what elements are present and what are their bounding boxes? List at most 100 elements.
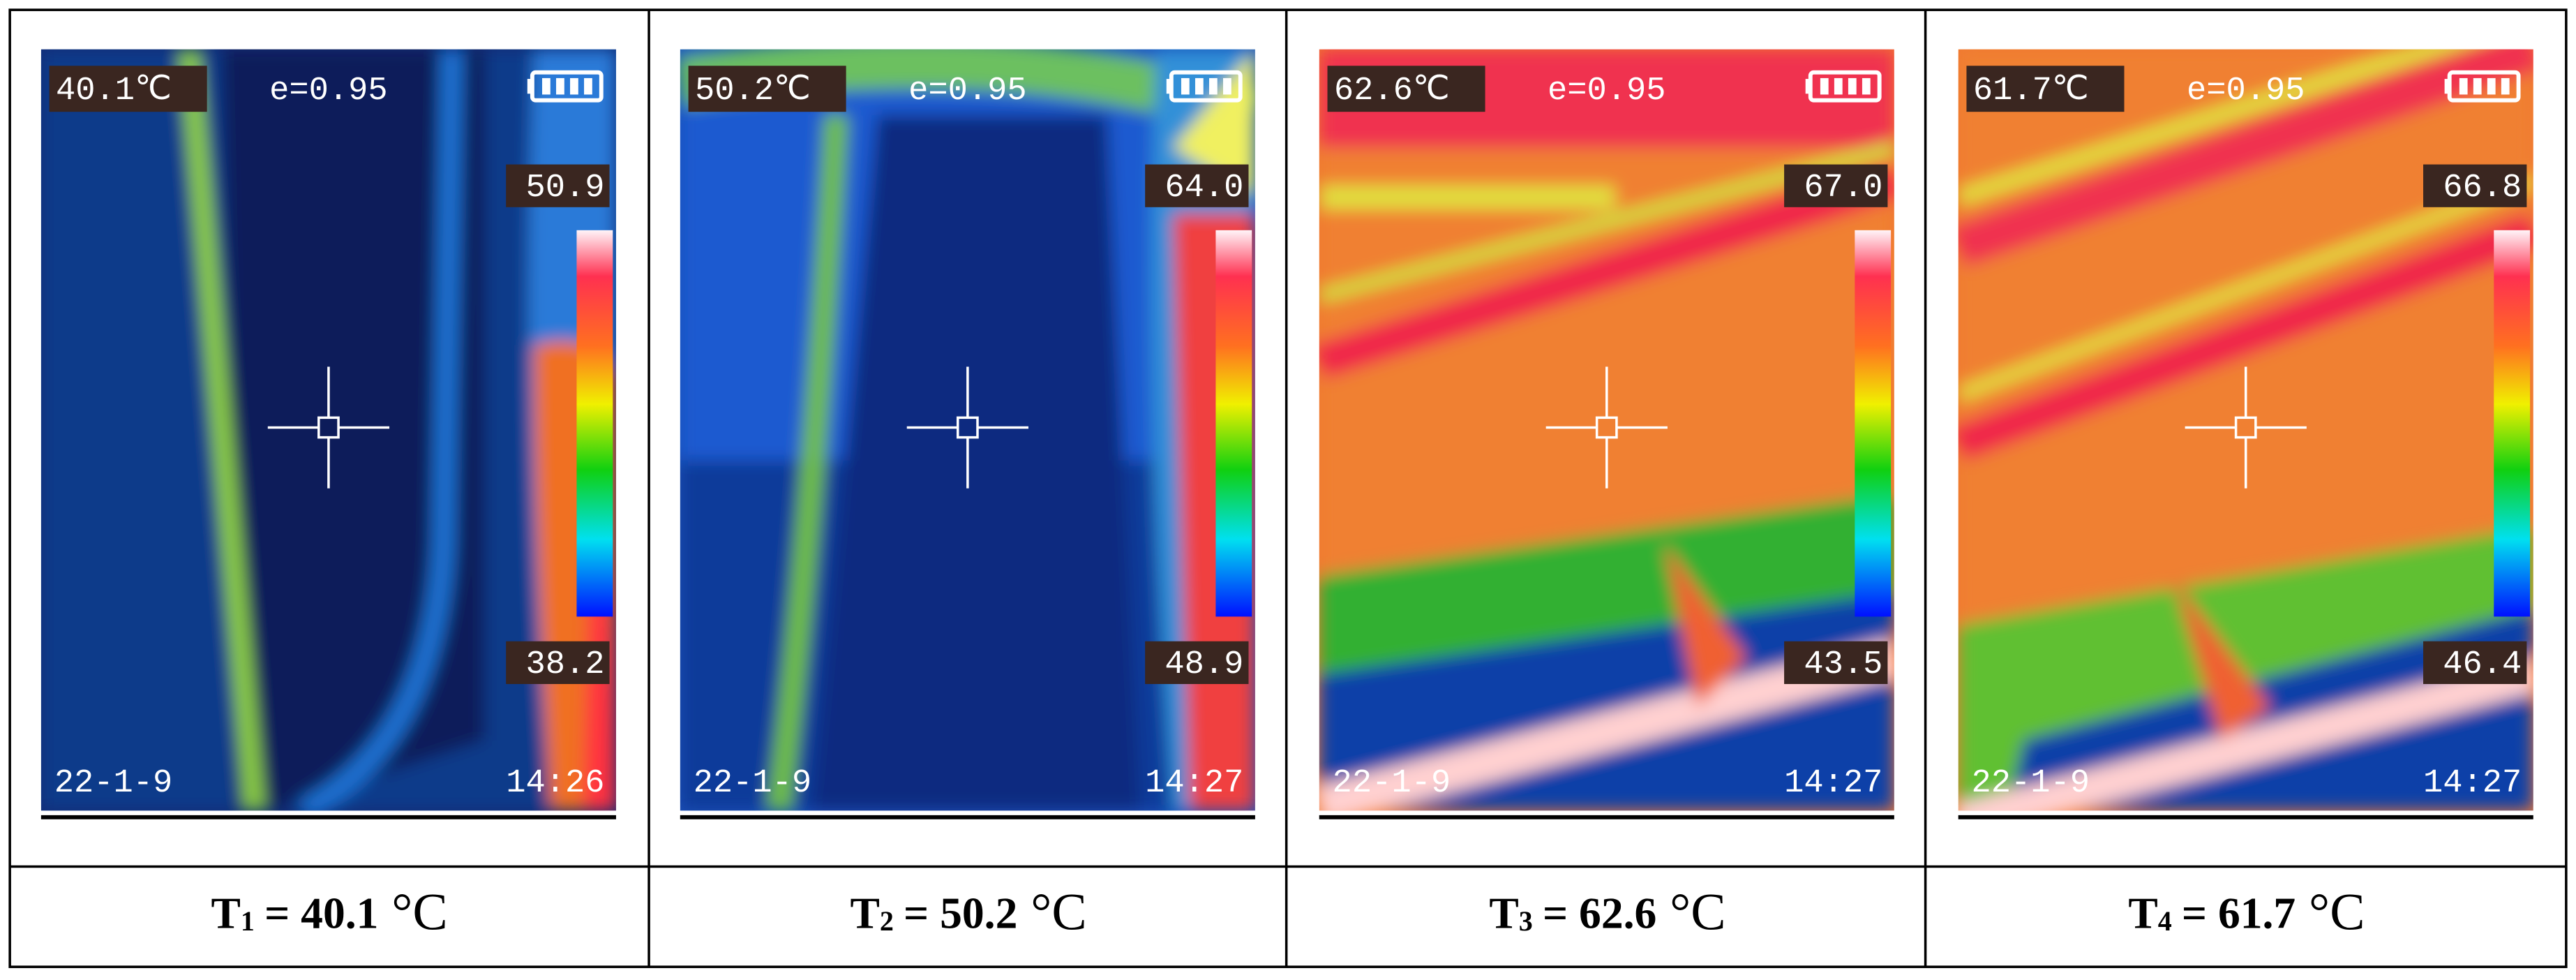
temperature: 61.7℃	[1973, 73, 2089, 110]
emissivity: e=0.95	[908, 73, 1027, 110]
caption: T2 = 50.2 °C	[850, 884, 1086, 942]
caption: T4 = 61.7 °C	[2128, 884, 2365, 942]
time: 14:26	[506, 765, 604, 802]
emissivity: e=0.95	[2187, 73, 2305, 110]
emissivity: e=0.95	[1548, 73, 1666, 110]
date: 22-1-9	[1333, 765, 1451, 802]
label-box	[688, 66, 846, 112]
max-temperature: 50.9	[525, 170, 604, 207]
color-scale	[1855, 230, 1892, 617]
caption-value: = 62.6	[1543, 888, 1656, 937]
heat-region	[811, 114, 1141, 811]
heat-region	[221, 49, 485, 811]
crosshair-box	[317, 416, 340, 439]
min-temperature: 43.5	[1804, 646, 1882, 683]
battery-cell	[556, 77, 564, 95]
battery-cell	[1181, 77, 1190, 95]
caption-subscript: 4	[2158, 905, 2172, 937]
caption-symbol: T	[850, 888, 879, 937]
caption-subscript: 1	[241, 905, 255, 937]
battery-tip	[1166, 79, 1171, 94]
heat-region	[1664, 542, 1746, 707]
battery-cell	[1862, 77, 1871, 95]
label-box	[1784, 641, 1888, 684]
heat-region	[298, 49, 463, 811]
battery-cell	[1222, 77, 1231, 95]
caption-symbol: T	[211, 888, 241, 937]
temperature: 40.1℃	[56, 73, 172, 110]
label-box	[1784, 164, 1888, 207]
battery-tip	[527, 79, 532, 94]
temperature: 50.2℃	[695, 73, 811, 110]
label-box	[1145, 164, 1249, 207]
battery-cell	[542, 77, 551, 95]
color-scale	[2494, 230, 2531, 617]
max-temperature: 67.0	[1804, 170, 1882, 207]
caption-unit: °C	[1670, 884, 1725, 942]
battery-tip	[2444, 79, 2450, 94]
thermal-image: 40.1℃ e=0.95 50.9 38.2 22-1-9 14:26	[40, 49, 616, 811]
battery-cell	[1820, 77, 1829, 95]
heat-region	[767, 114, 848, 811]
thermal-scene	[680, 49, 1255, 811]
emissivity: e=0.95	[269, 73, 388, 110]
time: 14:27	[1145, 765, 1243, 802]
crosshair-box	[2234, 416, 2257, 439]
caption: T3 = 62.6 °C	[1489, 884, 1725, 942]
color-scale	[576, 230, 613, 617]
battery-cell	[1195, 77, 1204, 95]
caption-symbol: T	[1489, 888, 1518, 937]
min-temperature: 46.4	[2443, 646, 2522, 683]
thermal-scene	[1958, 49, 2533, 811]
caption-unit: °C	[1031, 884, 1086, 942]
caption-subscript: 2	[880, 905, 894, 937]
caption-value: = 50.2	[904, 888, 1017, 937]
scene-detail	[1319, 49, 1894, 811]
battery-cell	[584, 77, 592, 95]
thermal-image: 61.7℃ e=0.95 66.8 46.4 22-1-9 14:27	[1958, 49, 2533, 811]
label-box	[506, 164, 610, 207]
battery-tip	[1805, 79, 1811, 94]
thermal-scene	[40, 49, 616, 811]
min-temperature: 48.9	[1165, 646, 1243, 683]
crosshair	[2185, 366, 2307, 489]
heat-region	[1958, 213, 2533, 461]
heat-region	[1958, 49, 2457, 205]
time: 14:27	[1784, 765, 1882, 802]
table-border	[8, 8, 2568, 968]
crosshair	[906, 366, 1028, 489]
time: 14:27	[2423, 765, 2522, 802]
caption-symbol: T	[2128, 888, 2157, 937]
min-temperature: 38.2	[525, 646, 604, 683]
label-box	[2423, 164, 2527, 207]
scene-detail	[1958, 49, 2533, 811]
thermal-scene	[1319, 49, 1894, 811]
crosshair-box	[1595, 416, 1618, 439]
battery-cell	[2473, 77, 2482, 95]
heat-region	[1958, 175, 2533, 401]
crosshair	[267, 366, 390, 489]
battery-cell	[1848, 77, 1857, 95]
color-scale	[1215, 230, 1252, 617]
caption-unit: °C	[2309, 884, 2365, 942]
label-box	[1327, 66, 1485, 112]
caption-subscript: 3	[1519, 905, 1533, 937]
caption-unit: °C	[391, 884, 447, 942]
battery-cell	[2459, 77, 2468, 95]
heat-region	[1958, 49, 2533, 267]
date: 22-1-9	[694, 765, 812, 802]
max-temperature: 66.8	[2443, 170, 2522, 207]
battery-cell	[1834, 77, 1843, 95]
battery-cell	[2487, 77, 2496, 95]
label-box	[2423, 641, 2527, 684]
label-box	[506, 641, 610, 684]
caption-value: = 61.7	[2182, 888, 2296, 937]
max-temperature: 64.0	[1165, 170, 1243, 207]
battery-cell	[1208, 77, 1218, 95]
label-box	[49, 66, 207, 112]
date: 22-1-9	[54, 765, 173, 802]
crosshair	[1545, 366, 1668, 489]
battery-cell	[570, 77, 578, 95]
heat-region	[1319, 163, 1894, 379]
